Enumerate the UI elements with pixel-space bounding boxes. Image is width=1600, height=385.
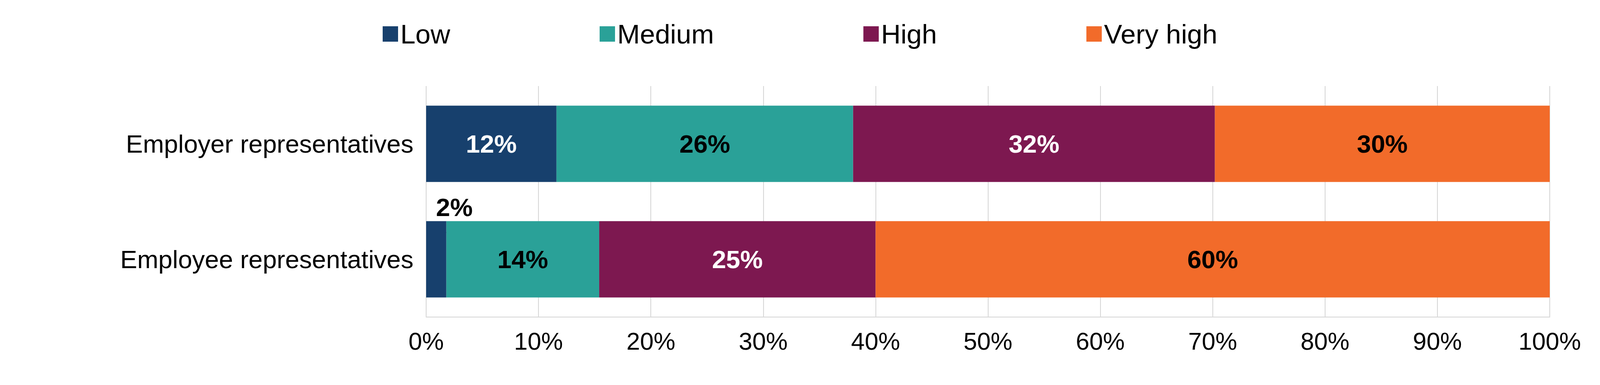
svg-text:Employer representatives: Employer representatives (125, 129, 414, 159)
svg-text:25%: 25% (711, 245, 763, 274)
svg-text:26%: 26% (679, 129, 731, 159)
svg-text:2%: 2% (436, 192, 473, 222)
svg-text:High: High (880, 19, 937, 50)
svg-text:Medium: Medium (617, 19, 714, 50)
svg-text:14%: 14% (497, 245, 548, 274)
svg-text:32%: 32% (1008, 129, 1060, 159)
svg-text:50%: 50% (963, 327, 1013, 355)
svg-text:80%: 80% (1300, 327, 1350, 355)
svg-text:30%: 30% (1356, 129, 1408, 159)
svg-text:60%: 60% (1076, 327, 1125, 355)
svg-text:20%: 20% (626, 327, 676, 355)
svg-text:100%: 100% (1518, 327, 1581, 355)
svg-text:60%: 60% (1187, 245, 1239, 274)
svg-text:0%: 0% (408, 327, 444, 355)
svg-text:90%: 90% (1412, 327, 1462, 355)
svg-text:70%: 70% (1188, 327, 1238, 355)
svg-text:Low: Low (400, 19, 451, 50)
svg-text:10%: 10% (514, 327, 563, 355)
svg-text:12%: 12% (466, 129, 517, 159)
svg-text:30%: 30% (738, 327, 788, 355)
svg-text:40%: 40% (850, 327, 900, 355)
svg-text:Very high: Very high (1104, 19, 1218, 50)
svg-text:Employee representatives: Employee representatives (120, 245, 414, 274)
